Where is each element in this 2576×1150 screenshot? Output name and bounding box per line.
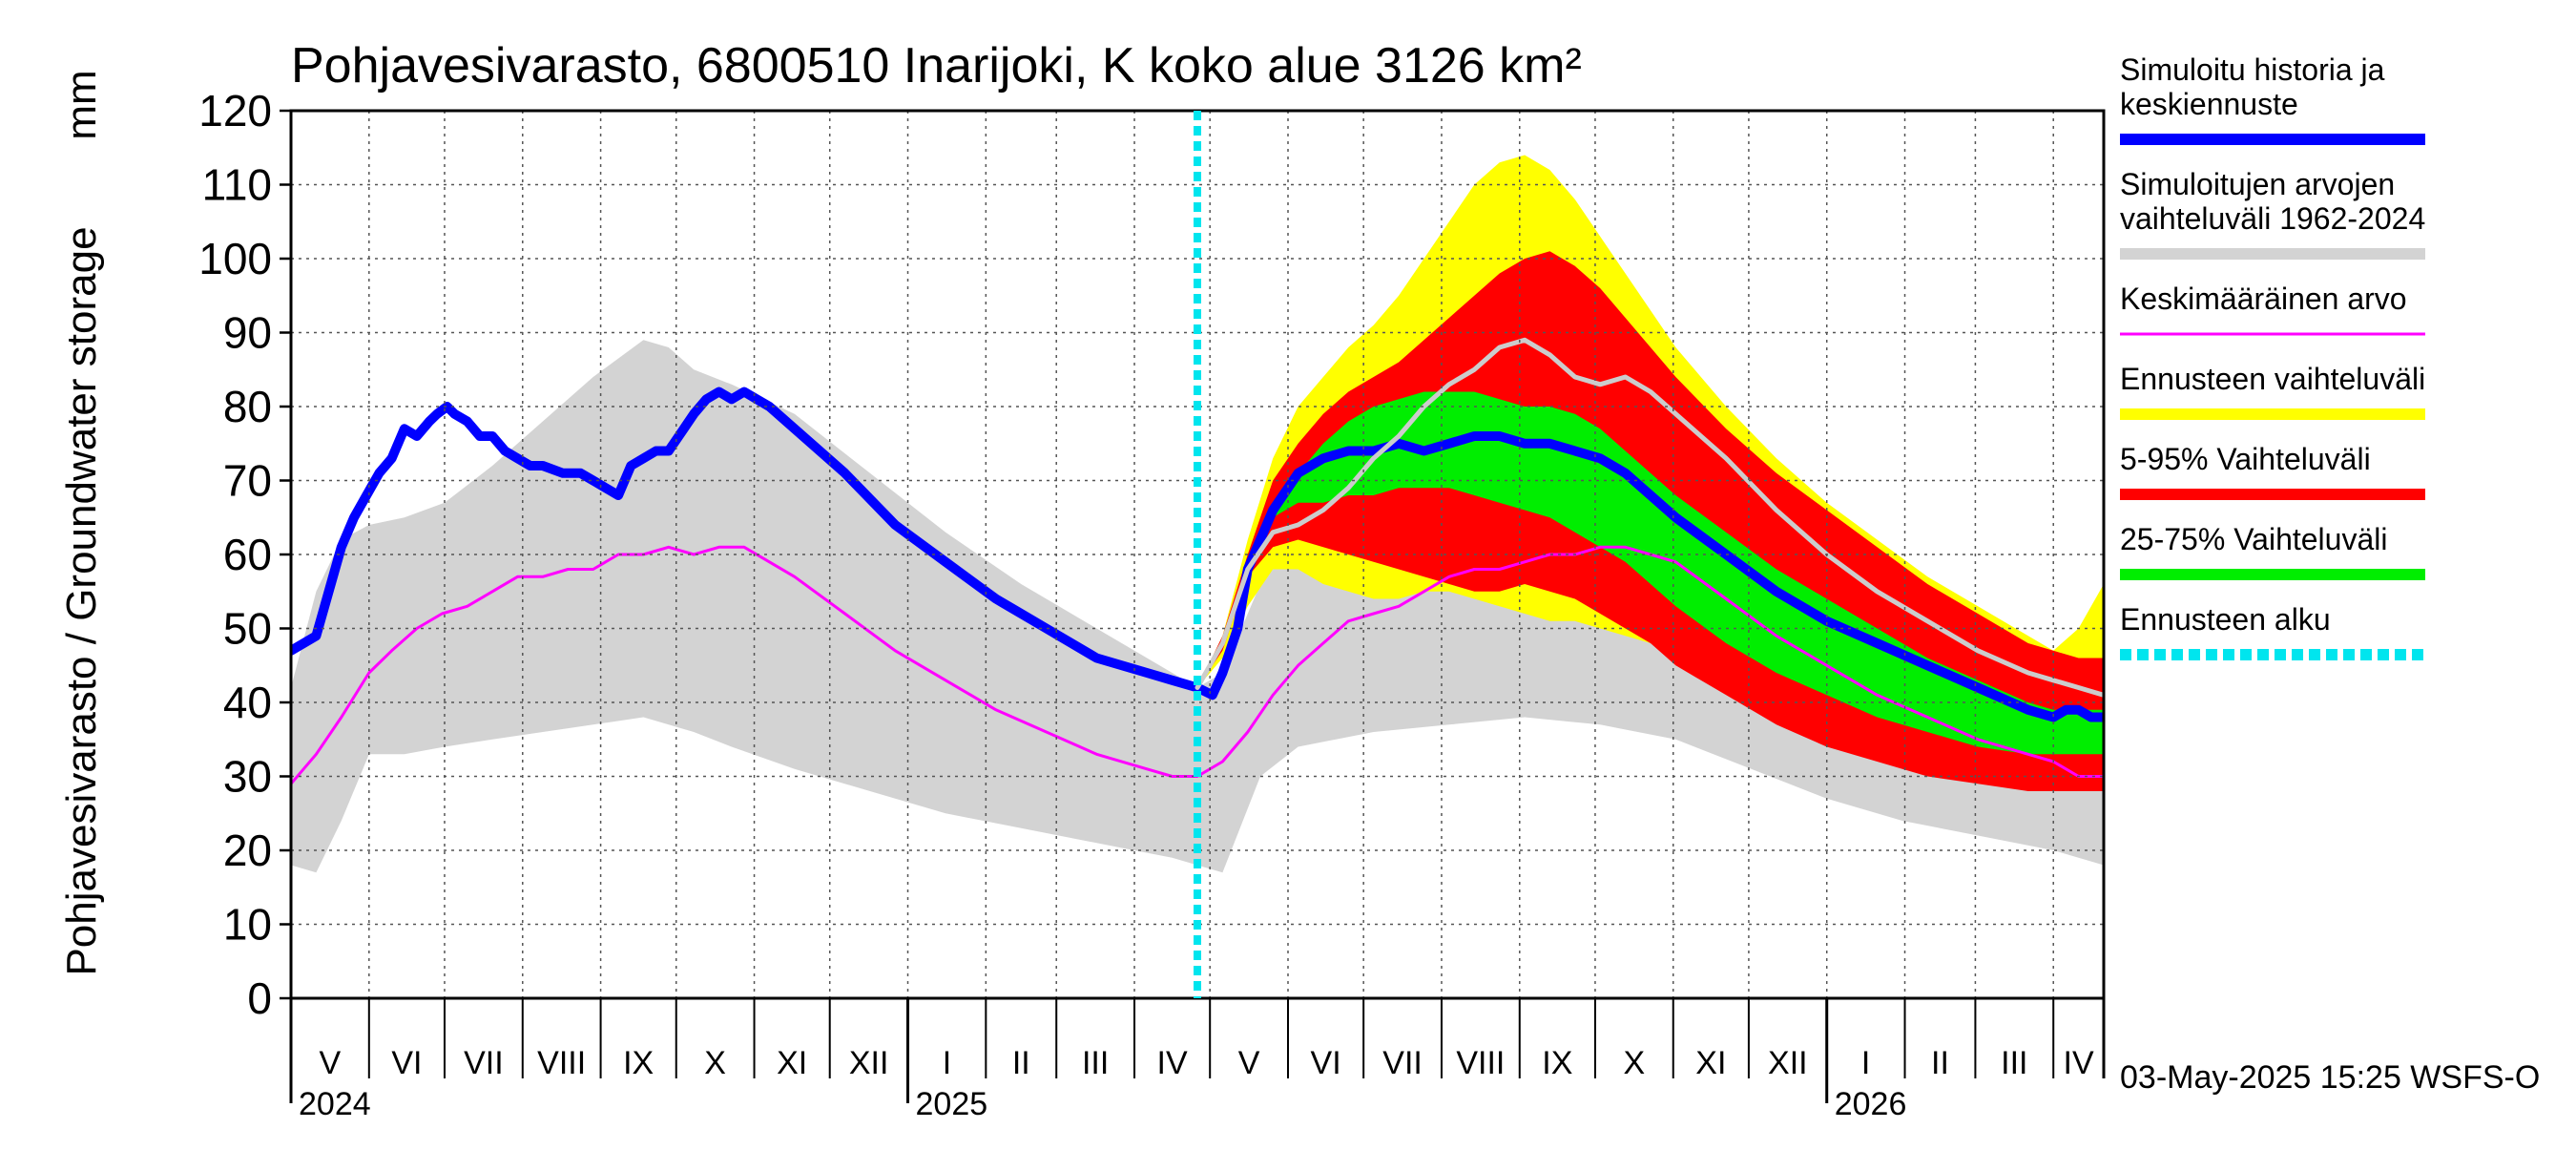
month-label-12: V [1238,1045,1260,1081]
month-label-20: I [1861,1045,1870,1081]
series-line-4 [291,387,2104,722]
y-tick-label-1: 10 [223,900,272,950]
series-band-3 [1197,391,2104,755]
series-line-6 [1195,337,2104,698]
legend-label-1-b: vaihteluväli 1962-2024 [2120,201,2425,236]
y-tick-label-3: 30 [223,752,272,802]
y-tick-label-8: 80 [223,382,272,431]
year-label-2: 2026 [1835,1086,1907,1122]
chart-title: Pohjavesivarasto, 6800510 Inarijoki, K k… [291,38,1582,94]
month-label-23: IV [2064,1045,2094,1081]
month-label-18: XI [1695,1045,1726,1081]
month-label-10: III [1082,1045,1109,1081]
y-tick-label-4: 40 [223,678,272,727]
legend-label-4: 5-95% Vaihteluväli [2120,442,2371,476]
y-tick-label-11: 110 [202,160,272,210]
month-label-6: XI [777,1045,807,1081]
legend-label-5: 25-75% Vaihteluväli [2120,522,2387,556]
y-tick-label-7: 70 [223,456,272,506]
y-tick-label-0: 0 [247,973,272,1023]
month-label-19: XII [1768,1045,1808,1081]
footer-timestamp: 03-May-2025 15:25 WSFS-O [2120,1059,2540,1096]
legend-label-2: Keskimääräinen arvo [2120,282,2407,316]
y-tick-label-5: 50 [223,604,272,654]
series-band-0 [291,340,2104,873]
y-tick-label-10: 100 [198,234,272,283]
month-label-22: III [2001,1045,2027,1081]
legend-label-1: Simuloitujen arvojen [2120,167,2395,201]
month-label-3: VIII [537,1045,586,1081]
month-label-17: X [1624,1045,1646,1081]
series-layer [291,155,2104,873]
legend-label-0-b: keskiennuste [2120,87,2298,121]
month-label-13: VI [1311,1045,1341,1081]
month-label-11: IV [1157,1045,1188,1081]
y-tick-label-2: 20 [223,826,272,875]
month-label-4: IX [623,1045,654,1081]
month-label-2: VII [464,1045,504,1081]
month-label-21: II [1931,1045,1949,1081]
year-label-0: 2024 [299,1086,371,1122]
y-tick-label-12: 120 [198,86,272,136]
month-label-0: V [320,1045,342,1081]
y-tick-label-9: 90 [223,308,272,358]
month-label-8: I [943,1045,951,1081]
legend-label-3: Ennusteen vaihteluväli [2120,362,2425,396]
month-label-15: VIII [1456,1045,1505,1081]
y-axis-label: Pohjavesivarasto / Groundwater storage [58,226,105,975]
month-label-9: II [1012,1045,1030,1081]
legend-label-6: Ennusteen alku [2120,602,2331,637]
month-label-14: VII [1382,1045,1423,1081]
legend-label-0: Simuloitu historia ja [2120,52,2385,87]
y-axis-unit: mm [58,70,105,139]
month-label-5: X [704,1045,726,1081]
month-label-1: VI [391,1045,422,1081]
month-label-7: XII [849,1045,889,1081]
grid-layer [291,111,2104,998]
y-tick-label-6: 60 [223,530,272,579]
year-label-1: 2025 [916,1086,988,1122]
month-label-16: IX [1542,1045,1572,1081]
